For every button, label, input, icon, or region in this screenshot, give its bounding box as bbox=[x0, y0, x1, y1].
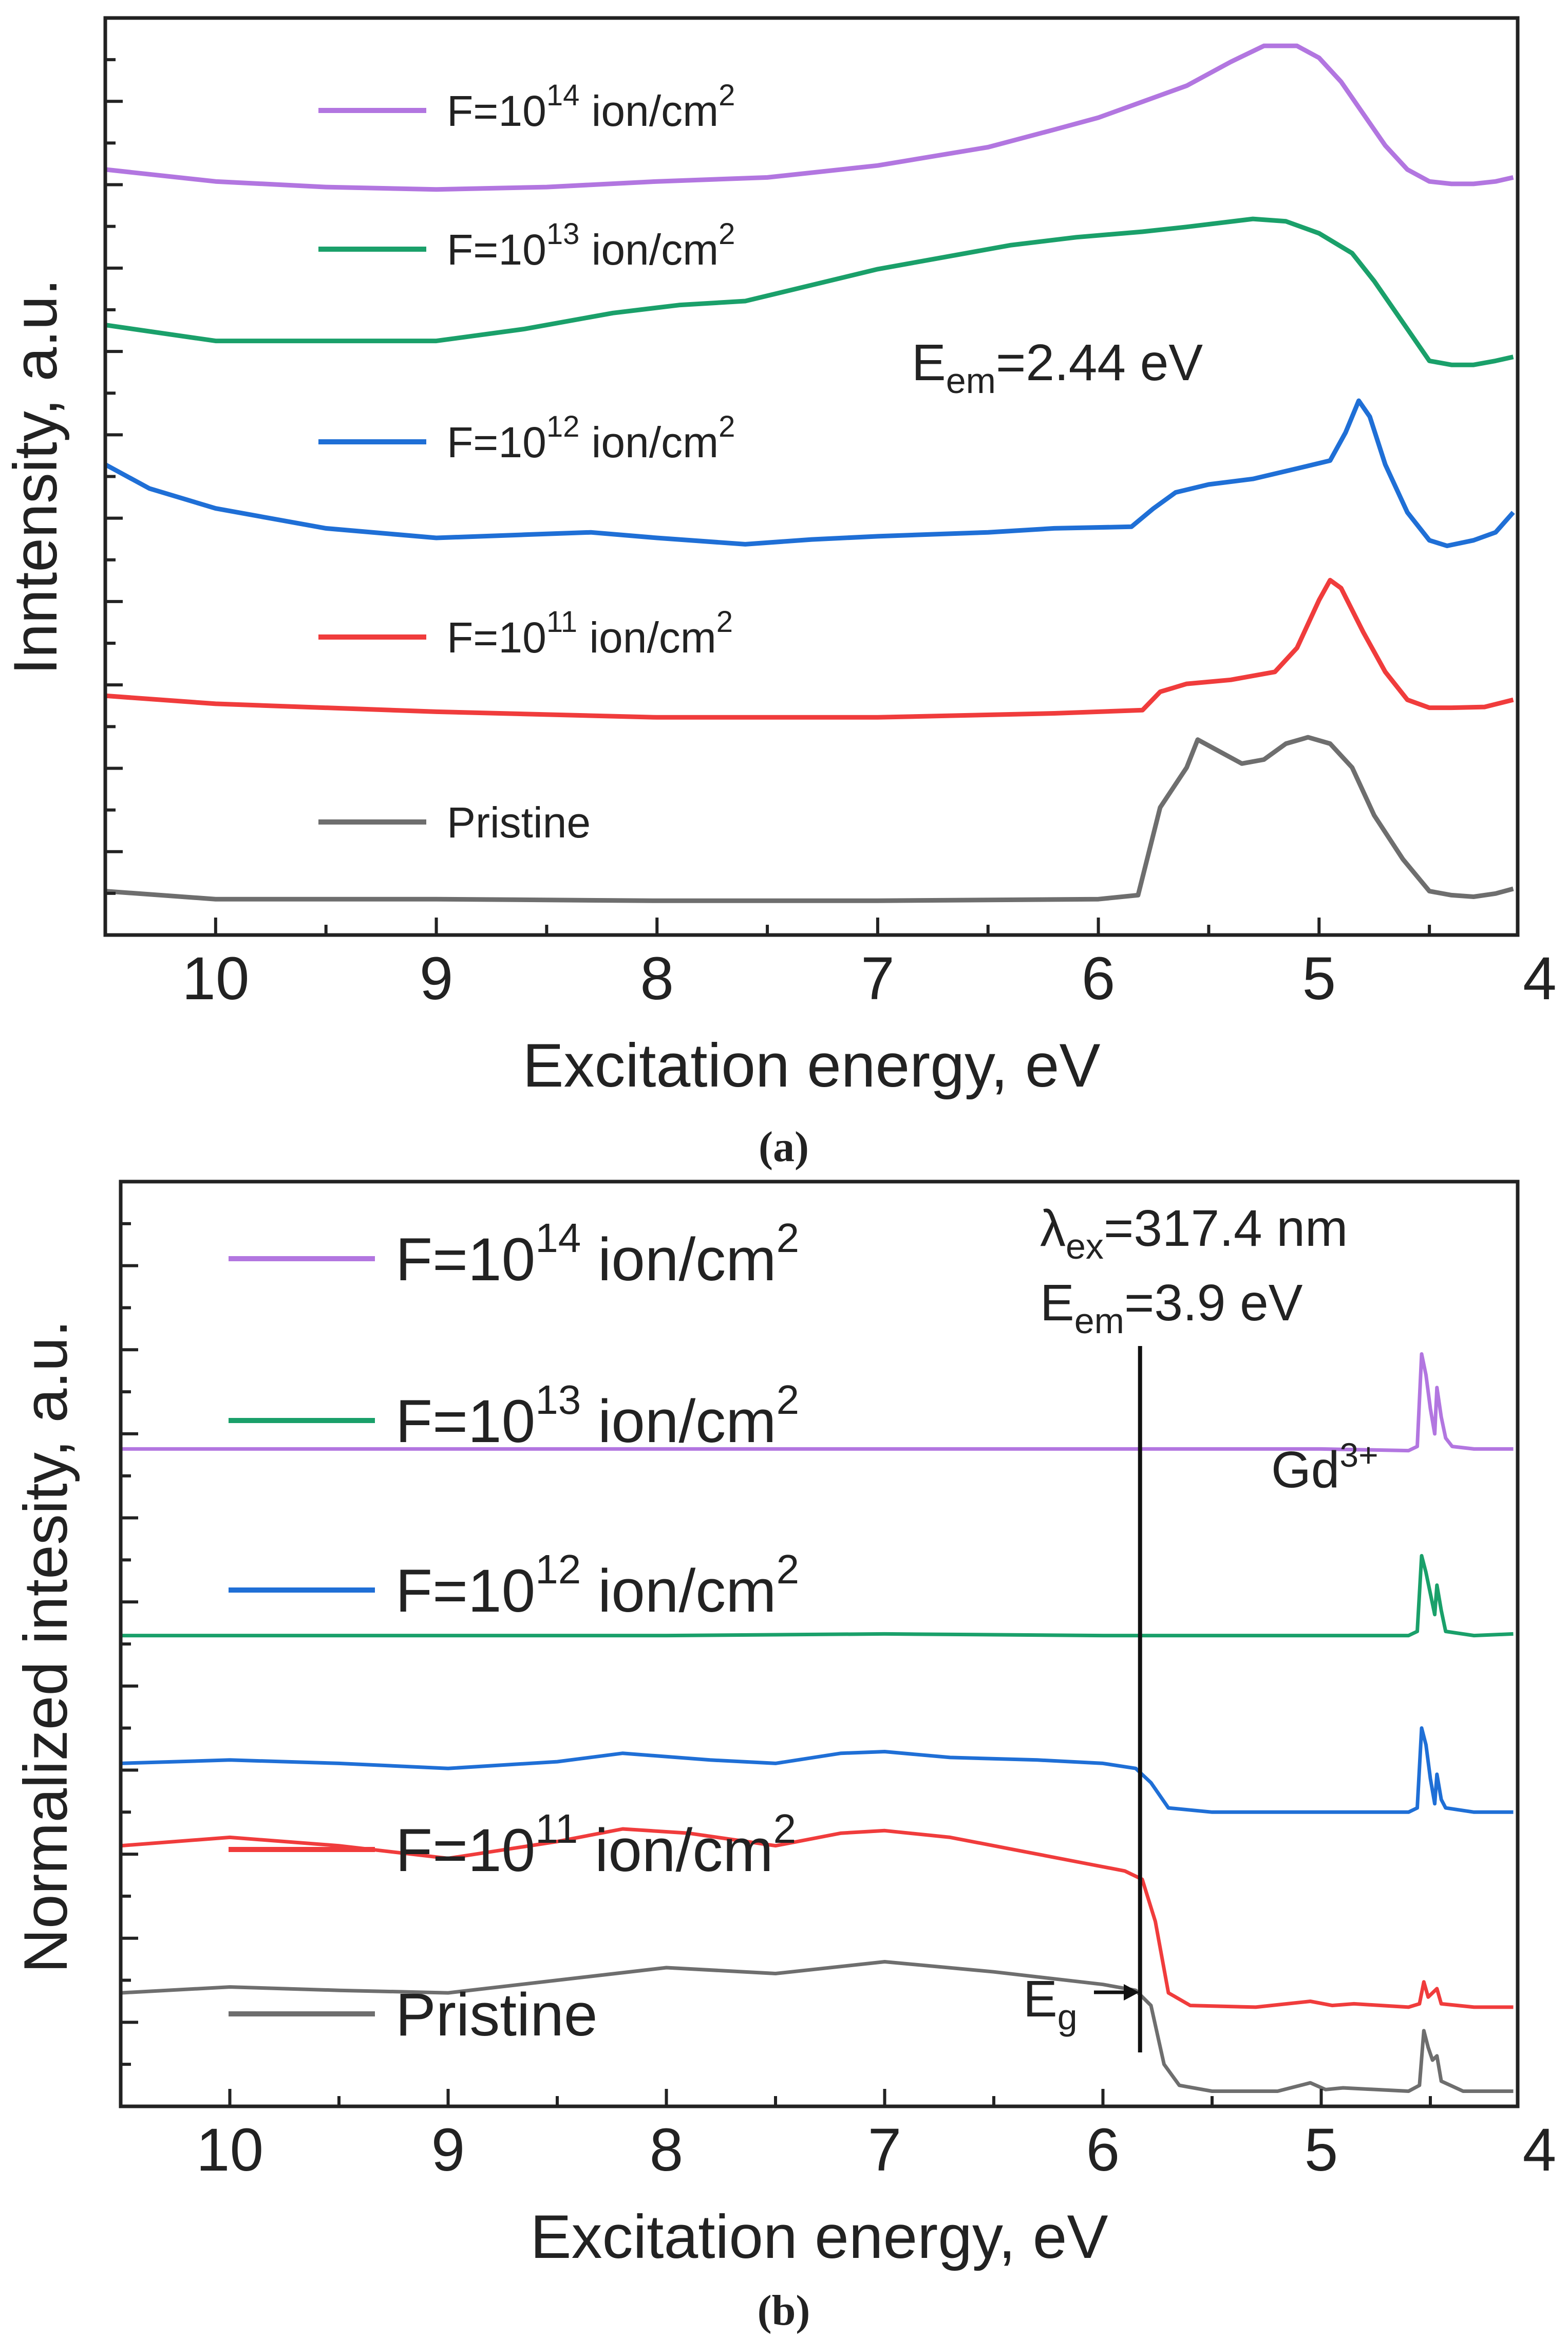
panel-b-x-tick-label: 5 bbox=[1305, 2116, 1338, 2184]
panel-a-x-ticks: 10 9 8 7 6 5 4 bbox=[104, 918, 1557, 1013]
legend-a-label-F1e14: F=1014 ion/cm2 bbox=[447, 79, 735, 135]
panel-b-y-ticks bbox=[121, 1222, 138, 2066]
panel-a-caption-label: (a) bbox=[759, 1123, 809, 1171]
panel-b-series-F1e14 bbox=[121, 1352, 1514, 1453]
panel-a-x-tick-label: 4 bbox=[1523, 945, 1557, 1013]
legend-b-label-F1e11: F=1011 ion/cm2 bbox=[395, 1806, 796, 1884]
band-gap-arrow bbox=[1094, 1984, 1139, 2001]
panel-a-series-F1e12 bbox=[104, 398, 1515, 548]
legend-b-label-F1e12: F=1012 ion/cm2 bbox=[395, 1546, 799, 1625]
panel-a-y-axis-label: Inntensity, a.u. bbox=[1, 278, 70, 675]
legend-b-label-F1e14: F=1014 ion/cm2 bbox=[395, 1215, 799, 1294]
legend-a-label-F1e11: F=1011 ion/cm2 bbox=[447, 605, 733, 662]
panel-a-series-F1e11 bbox=[105, 577, 1514, 720]
panel-b-series-pristine bbox=[120, 1960, 1514, 2093]
panel-a-legend: F=1014 ion/cm2 F=1013 ion/cm2 F=1012 ion… bbox=[318, 79, 735, 847]
panel-b-annotation-lambda: λex=317.4 nm bbox=[1040, 1200, 1348, 1266]
legend-a-label-F1e12: F=1012 ion/cm2 bbox=[447, 410, 735, 466]
panel-a-x-tick-label: 5 bbox=[1302, 945, 1336, 1013]
panel-b-x-tick-label: 8 bbox=[650, 2116, 684, 2184]
legend-b-label-pristine: Pristine bbox=[395, 1981, 597, 2049]
panel-b-y-axis-label: Normalized intesity, a.u. bbox=[11, 1320, 80, 1973]
panel-a-x-axis-label: Excitation energy, eV bbox=[522, 1031, 1100, 1100]
panel-b-chart: 10 9 8 7 6 5 4 F=1014 ion/cm2 F=1013 ion/cm2 F… bbox=[11, 1180, 1557, 2334]
panel-a-x-tick-label: 7 bbox=[861, 945, 895, 1013]
panel-b-x-tick-label: 6 bbox=[1086, 2116, 1120, 2184]
panel-a-series-F1e14 bbox=[105, 43, 1514, 192]
panel-a-x-tick-label: 8 bbox=[640, 945, 674, 1013]
panel-b-x-tick-label: 4 bbox=[1523, 2116, 1557, 2184]
panel-b-x-axis-label: Excitation energy, eV bbox=[530, 2202, 1108, 2271]
legend-a-label-pristine: Pristine bbox=[447, 798, 591, 847]
panel-b-caption-label: (b) bbox=[758, 2287, 810, 2334]
panel-b-annotation-eg: Eg bbox=[1023, 1970, 1078, 2037]
panel-b-legend: F=1014 ion/cm2 F=1013 ion/cm2 F=1012 ion… bbox=[229, 1215, 799, 2049]
panel-a-y-ticks bbox=[105, 58, 123, 895]
panel-b-annotation-gd: Gd3+ bbox=[1271, 1436, 1378, 1499]
band-gap-arrow-head bbox=[1124, 1984, 1139, 2001]
panel-a-x-tick-label: 10 bbox=[182, 945, 249, 1013]
panel-a-series-pristine bbox=[105, 735, 1514, 903]
legend-a-label-F1e13: F=1013 ion/cm2 bbox=[447, 217, 735, 274]
panel-b-x-tick-label: 9 bbox=[431, 2116, 465, 2184]
panel-b-series bbox=[120, 1352, 1514, 2093]
panel-a-series-F1e13 bbox=[105, 216, 1514, 367]
panel-b-series-F1e11 bbox=[120, 1827, 1514, 2009]
panel-a-series bbox=[104, 43, 1515, 903]
panel-b-x-tick-label: 7 bbox=[868, 2116, 902, 2184]
panel-a-chart: 10 9 8 7 6 5 4 F=1014 ion/cm2 F=1013 ion/cm2 F… bbox=[1, 16, 1557, 1171]
panel-a-x-tick-label: 9 bbox=[420, 945, 454, 1013]
panel-b-series-F1e13 bbox=[121, 1554, 1514, 1638]
panel-a-x-tick-label: 6 bbox=[1082, 945, 1116, 1013]
panel-b-series-F1e12 bbox=[120, 1726, 1514, 1814]
panel-b-x-ticks: 10 9 8 7 6 5 4 bbox=[119, 2089, 1557, 2184]
panel-b-annotation-eem: Eem=3.9 eV bbox=[1040, 1274, 1303, 1341]
panel-a-plot-frame bbox=[103, 16, 1520, 937]
panel-b-x-tick-label: 10 bbox=[196, 2116, 263, 2184]
panel-a-annotation-eem: Eem=2.44 eV bbox=[912, 334, 1203, 401]
legend-b-label-F1e13: F=1013 ion/cm2 bbox=[395, 1377, 799, 1455]
